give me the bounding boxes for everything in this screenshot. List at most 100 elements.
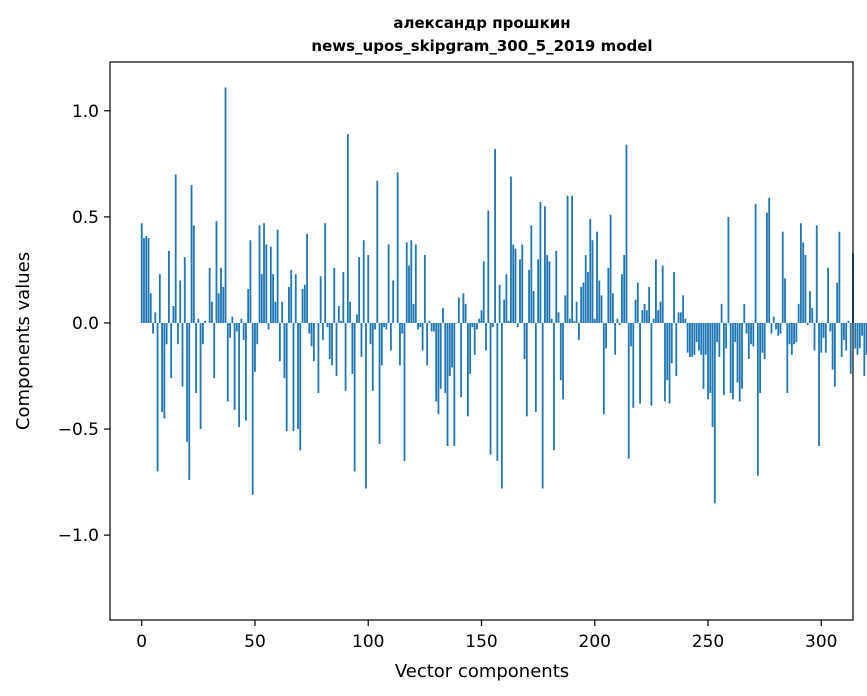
- bar-147: [473, 322, 476, 355]
- bar-262: [734, 322, 737, 343]
- bar-224: [648, 286, 651, 323]
- bar-176: [539, 202, 542, 323]
- bar-6: [154, 312, 157, 323]
- y-axis-ticks: −1.0 −0.5 0.0 0.5 1.0: [58, 102, 110, 546]
- bar-241: [686, 322, 689, 353]
- bar-174: [534, 322, 537, 413]
- bar-217: [632, 322, 635, 408]
- bar-254: [716, 322, 718, 343]
- bar-101: [369, 322, 372, 345]
- bar-207: [609, 214, 612, 323]
- bar-309: [840, 322, 843, 357]
- bar-156: [494, 148, 496, 323]
- bar-203: [600, 295, 603, 323]
- bar-200: [593, 318, 596, 323]
- bar-7: [156, 322, 159, 472]
- bar-89: [342, 272, 345, 323]
- bar-196: [584, 255, 587, 323]
- bar-157: [496, 322, 499, 461]
- bar-57: [269, 246, 272, 323]
- bar-269: [750, 322, 752, 345]
- bar-308: [838, 231, 841, 323]
- bar-195: [582, 282, 585, 323]
- bar-90: [344, 322, 347, 391]
- bar-111: [392, 280, 395, 323]
- bar-280: [775, 322, 777, 330]
- bar-137: [451, 322, 453, 368]
- bar-287: [790, 322, 793, 355]
- bar-103: [374, 322, 376, 330]
- bar-96: [358, 257, 361, 323]
- bar-236: [675, 322, 678, 377]
- chart-title-line2: news_upos_skipgram_300_5_2019 model: [311, 37, 652, 55]
- bar-162: [507, 320, 510, 323]
- bar-12: [167, 250, 170, 323]
- x-tick-label-250: 250: [692, 632, 724, 652]
- bar-159: [500, 322, 503, 489]
- bar-122: [417, 322, 419, 330]
- bar-108: [385, 322, 388, 330]
- bar-294: [806, 322, 809, 326]
- bar-289: [795, 322, 798, 343]
- bar-184: [557, 312, 560, 323]
- plot-frame: [109, 61, 854, 621]
- bar-104: [376, 180, 379, 323]
- bar-34: [217, 293, 220, 323]
- bar-185: [559, 322, 562, 381]
- bar-88: [340, 320, 342, 323]
- bar-209: [614, 322, 617, 355]
- bar-271: [754, 204, 757, 323]
- bar-214: [625, 144, 628, 323]
- bar-21: [188, 322, 191, 480]
- bar-80: [322, 322, 324, 340]
- bar-1: [143, 238, 145, 323]
- bar-119: [410, 240, 413, 323]
- bar-123: [419, 322, 422, 328]
- bar-78: [317, 322, 320, 393]
- x-axis-label: Vector components: [395, 661, 569, 682]
- bar-283: [781, 231, 784, 323]
- bar-235: [673, 272, 675, 323]
- bar-141: [460, 322, 463, 398]
- bar-225: [650, 322, 653, 406]
- bar-30: [208, 267, 211, 323]
- bar-63: [283, 322, 286, 379]
- bar-91: [346, 134, 349, 323]
- bar-124: [421, 322, 424, 351]
- y-tick-label-0: −1.0: [58, 526, 99, 546]
- bar-250: [707, 322, 709, 400]
- bar-234: [670, 322, 673, 364]
- bar-311: [845, 322, 848, 351]
- x-tick-label-150: 150: [465, 632, 497, 652]
- bar-38: [226, 322, 229, 402]
- bar-27: [201, 322, 204, 345]
- x-tick-label-200: 200: [579, 632, 611, 652]
- bar-160: [503, 299, 506, 323]
- y-tick-label-2: 0.0: [72, 314, 99, 334]
- bar-275: [763, 322, 766, 360]
- bar-99: [365, 322, 367, 489]
- bar-93: [351, 322, 354, 374]
- bar-102: [371, 322, 374, 391]
- bar-142: [462, 293, 465, 323]
- bar-47: [247, 289, 250, 323]
- bar-277: [768, 197, 771, 323]
- bar-256: [720, 303, 723, 323]
- bar-180: [548, 261, 551, 323]
- bar-208: [611, 293, 614, 323]
- bar-14: [172, 305, 175, 323]
- bar-110: [389, 322, 392, 351]
- chart-title-line1: александр прошкин: [393, 14, 570, 32]
- bar-53: [260, 274, 263, 323]
- bar-40: [231, 316, 234, 323]
- bar-148: [476, 322, 478, 330]
- bar-255: [718, 322, 721, 357]
- bar-98: [362, 240, 365, 323]
- bar-116: [403, 322, 406, 461]
- bar-82: [326, 322, 329, 328]
- bar-65: [288, 286, 290, 323]
- bar-131: [437, 322, 440, 415]
- bar-152: [485, 322, 487, 351]
- bar-129: [433, 322, 435, 332]
- bar-244: [693, 322, 696, 355]
